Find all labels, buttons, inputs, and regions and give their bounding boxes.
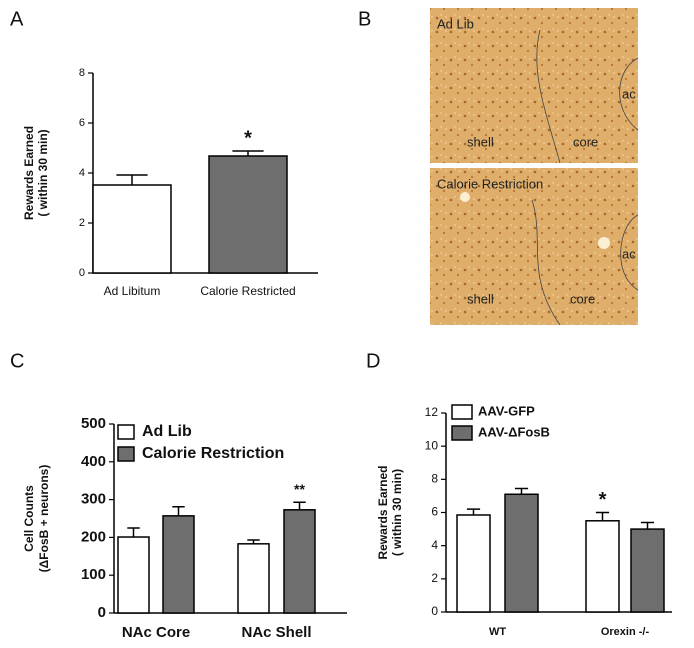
error-bar [232,150,264,156]
y-tick-label: 2 [431,571,438,585]
legend-swatch [117,446,135,462]
significance-mark: ** [294,481,305,497]
error-bar [172,506,185,516]
bar [237,543,270,614]
x-tick-label: NAc Shell [241,624,311,641]
x-tick-label: Orexin -/- [601,626,650,638]
y-tick-label: 200 [81,528,106,545]
bar [92,184,172,274]
legend-swatch [451,425,473,441]
y-tick-label: 8 [79,67,85,79]
error-bar [247,539,260,544]
x-tick-label: Ad Libitum [104,284,161,298]
chart: 0 2 4 6 8 Rewards Earned( within 30 min) Ad Li… [22,67,318,298]
y-axis-label: (ΔFosB + neurons) [37,465,51,573]
error-bar [640,521,655,530]
region-label: core [570,291,595,306]
micrograph-title: Ad Lib [437,16,474,31]
bar [504,493,539,613]
significance-mark: * [244,127,252,149]
region-label: ac [622,246,636,261]
significance-mark: * [599,489,607,511]
y-tick-label: 300 [81,491,106,508]
region-label: shell [467,291,494,306]
y-axis-label: Rewards Earned [376,465,390,559]
x-tick-label: WT [489,626,506,638]
bar [585,520,620,613]
legend-label: AAV-ΔFosB [478,424,550,439]
error-bar [595,511,610,521]
chart: 0 2 4 6 8 10 12 Rewards Earned( within 30 min) W… [376,403,672,638]
bar [117,536,150,614]
y-tick-label: 0 [431,604,438,618]
panel-letter: C [10,350,24,372]
y-tick-label: 4 [79,167,85,179]
panel-letter: B [358,8,371,30]
bar [630,528,665,613]
y-axis-label: ( within 30 min) [36,129,50,216]
region-label: ac [622,86,636,101]
y-tick-label: 12 [425,405,439,419]
panel-letter: D [366,350,380,372]
y-tick-label: 400 [81,453,106,470]
y-tick-label: 6 [79,117,85,129]
panel-letter: A [10,8,24,30]
y-axis-label: Rewards Earned [22,126,36,220]
y-tick-label: 6 [431,505,438,519]
bar [162,515,195,614]
error-bar [293,501,306,510]
legend-label: Calorie Restriction [142,445,284,462]
bar [208,155,288,274]
micrograph: Ad Lib shell core ac [430,8,639,164]
bar [456,514,491,613]
chart: 0 100 200 300 400 500 Cell Counts (ΔFosB + neur… [22,415,347,641]
y-tick-label: 0 [98,604,106,621]
micrograph-title: Calorie Restriction [437,176,543,191]
error-bar [116,174,148,185]
error-bar [466,508,481,515]
y-axis-label: ( within 30 min) [390,469,404,556]
legend-label: AAV-GFP [478,403,535,418]
x-tick-label: Calorie Restricted [200,284,295,298]
y-axis-label: Cell Counts [22,485,36,552]
y-tick-label: 500 [81,415,106,432]
error-bar [127,527,140,538]
y-tick-label: 8 [431,472,438,486]
legend-swatch [451,404,473,420]
y-tick-label: 100 [81,566,106,583]
y-tick-label: 2 [79,217,85,229]
region-label: shell [467,134,494,149]
y-tick-label: 4 [431,538,438,552]
region-label: core [573,134,598,149]
micrograph: Calorie Restriction shell core ac [430,168,639,326]
legend-swatch [117,424,135,440]
legend-label: Ad Lib [142,423,192,440]
y-tick-label: 10 [425,438,439,452]
bar [283,509,316,614]
error-bar [514,487,529,495]
y-tick-label: 0 [79,267,85,279]
x-tick-label: NAc Core [122,624,190,641]
